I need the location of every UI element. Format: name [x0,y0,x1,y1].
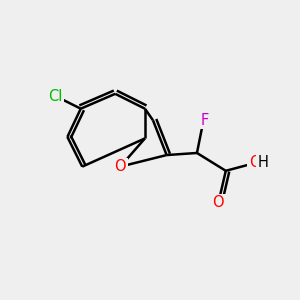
Text: H: H [258,155,269,170]
Text: O: O [249,155,260,170]
Text: F: F [201,113,209,128]
Text: O: O [115,159,126,174]
Text: Cl: Cl [48,89,62,104]
Text: O: O [212,195,224,210]
